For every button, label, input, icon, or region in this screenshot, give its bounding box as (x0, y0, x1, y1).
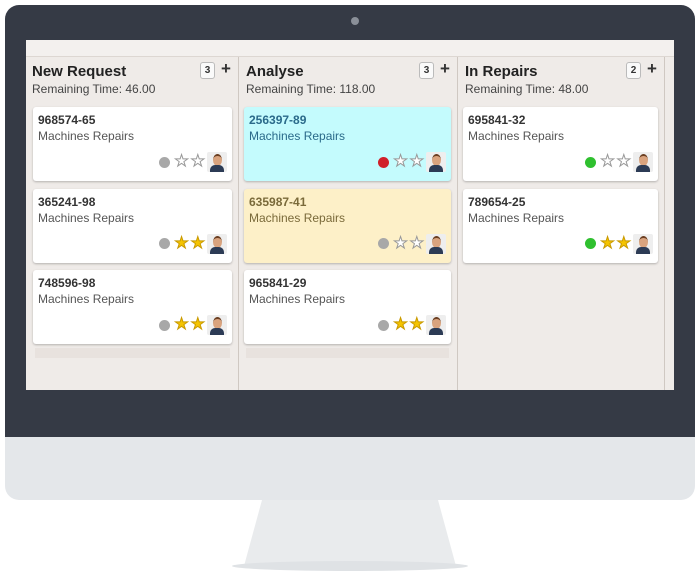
status-dot-icon[interactable] (159, 238, 171, 249)
monitor-chin (5, 437, 695, 500)
user-avatar-icon (207, 233, 227, 254)
card-id: 965841-29 (249, 276, 307, 290)
plus-icon[interactable]: + (647, 59, 657, 78)
status-dot-icon[interactable] (378, 319, 390, 331)
card-id: 789654-25 (468, 194, 526, 209)
column-title: In Repairs (465, 63, 538, 80)
star-icon[interactable]: ★ (600, 153, 615, 170)
monitor-base (232, 561, 468, 571)
star-icon[interactable]: ★ (616, 234, 631, 252)
card-count-badge: 2 (626, 62, 641, 79)
kanban-card[interactable]: 256397-89 Machines Repairs ★ ★ (244, 107, 451, 181)
star-icon[interactable]: ★ (393, 316, 408, 333)
card-subtitle: Machines Repairs (38, 210, 135, 225)
star-icon[interactable]: ★ (409, 153, 424, 170)
kanban-card[interactable]: 789654-25 Machines Repairs ★ ★ (463, 188, 658, 263)
plus-icon[interactable]: + (440, 59, 450, 78)
card-placeholder (246, 347, 449, 358)
status-dot-icon[interactable] (585, 238, 597, 249)
user-avatar-icon (633, 152, 653, 172)
star-icon[interactable]: ★ (190, 153, 205, 170)
kanban-card[interactable]: 635987-41 Machines Repairs ★ ★ (244, 188, 451, 263)
card-subtitle: Machines Repairs (249, 292, 346, 306)
star-icon[interactable]: ★ (409, 234, 424, 252)
star-icon[interactable]: ★ (174, 316, 189, 333)
column-title: New Request (32, 63, 127, 80)
status-dot-icon[interactable] (378, 238, 390, 249)
card-id: 635987-41 (249, 194, 307, 209)
card-count-badge: 3 (419, 62, 434, 79)
remaining-time: Remaining Time: 48.00 (465, 82, 589, 96)
card-id: 365241-98 (38, 194, 96, 209)
user-avatar-icon (633, 233, 653, 254)
kanban-card[interactable]: 365241-98 Machines Repairs ★ ★ (33, 188, 232, 263)
user-avatar-icon (207, 152, 227, 172)
card-placeholder (35, 347, 230, 358)
star-icon[interactable]: ★ (616, 153, 631, 170)
kanban-card[interactable]: 965841-29 Machines Repairs ★ ★ (244, 270, 451, 344)
kanban-card[interactable]: 695841-32 Machines Repairs ★ ★ (463, 107, 658, 181)
column-in-repairs: In Repairs 2 + Remaining Time: 48.00 695… (459, 57, 665, 390)
camera-icon (351, 17, 359, 25)
column-new-request: New Request 3 + Remaining Time: 46.00 96… (26, 57, 239, 390)
card-id: 695841-32 (468, 113, 526, 127)
star-icon[interactable]: ★ (174, 153, 189, 170)
card-count-badge: 3 (200, 62, 215, 79)
card-subtitle: Machines Repairs (249, 210, 346, 225)
plus-icon[interactable]: + (221, 59, 231, 78)
user-avatar-icon (426, 233, 446, 254)
column-title: Analyse (246, 63, 304, 80)
status-dot-icon[interactable] (159, 319, 171, 331)
column-analyse: Analyse 3 + Remaining Time: 118.00 25639… (240, 57, 458, 390)
kanban-board: New Request 3 + Remaining Time: 46.00 96… (26, 40, 674, 390)
star-icon[interactable]: ★ (393, 234, 408, 252)
kanban-card[interactable]: 748596-98 Machines Repairs ★ ★ (33, 270, 232, 344)
top-bar (26, 40, 674, 57)
star-icon[interactable]: ★ (190, 234, 205, 252)
user-avatar-icon (426, 315, 446, 335)
kanban-card[interactable]: 968574-65 Machines Repairs ★ ★ (33, 107, 232, 181)
user-avatar-icon (207, 315, 227, 335)
card-subtitle: Machines Repairs (38, 129, 135, 143)
card-subtitle: Machines Repairs (468, 129, 565, 143)
star-icon[interactable]: ★ (174, 234, 189, 252)
card-id: 256397-89 (249, 113, 307, 127)
card-subtitle: Machines Repairs (249, 129, 346, 143)
card-subtitle: Machines Repairs (468, 210, 565, 225)
star-icon[interactable]: ★ (600, 234, 615, 252)
user-avatar-icon (426, 152, 446, 172)
status-dot-icon[interactable] (378, 156, 390, 168)
remaining-time: Remaining Time: 118.00 (246, 82, 376, 96)
card-id: 748596-98 (38, 276, 96, 290)
remaining-time: Remaining Time: 46.00 (32, 82, 156, 96)
monitor-stand (244, 500, 456, 566)
status-dot-icon[interactable] (159, 156, 171, 168)
status-dot-icon[interactable] (585, 156, 597, 168)
star-icon[interactable]: ★ (393, 153, 408, 170)
card-subtitle: Machines Repairs (38, 292, 135, 306)
star-icon[interactable]: ★ (190, 316, 205, 333)
card-id: 968574-65 (38, 113, 96, 127)
star-icon[interactable]: ★ (409, 316, 424, 333)
